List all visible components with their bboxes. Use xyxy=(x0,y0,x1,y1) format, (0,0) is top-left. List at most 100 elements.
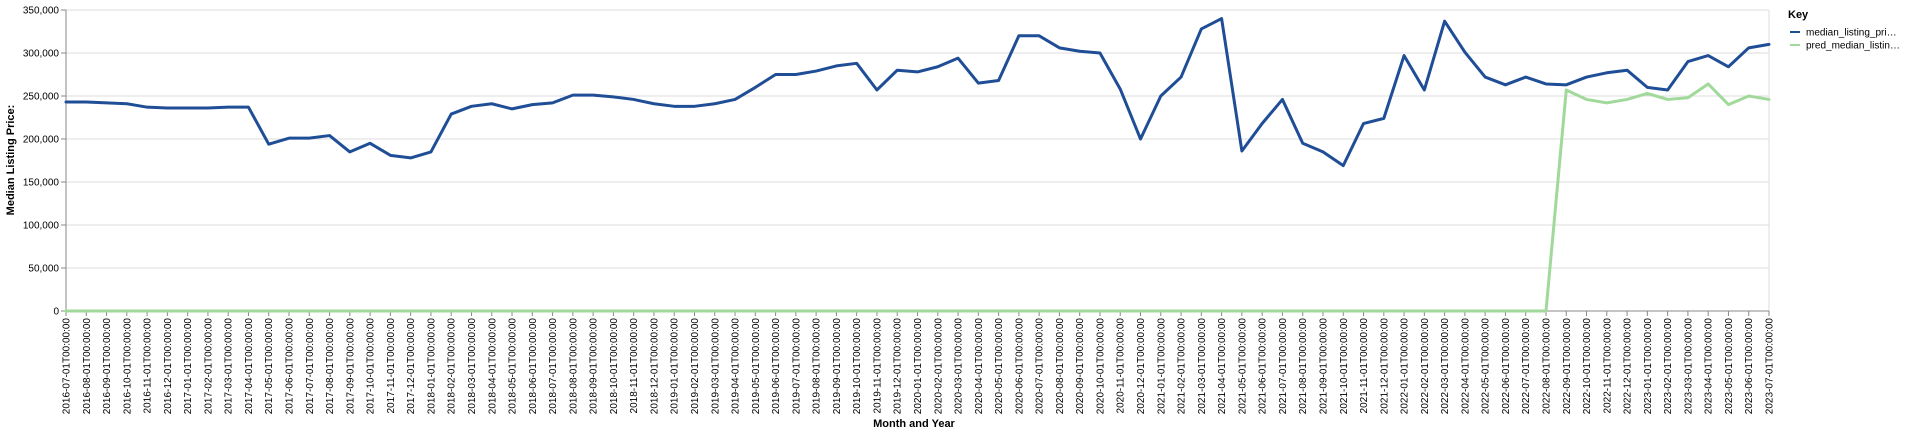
x-tick-label: 2017-04-01T00:00:00 xyxy=(244,318,255,415)
x-tick-label: 2020-03-01T00:00:00 xyxy=(954,318,965,415)
x-tick-label: 2017-01-01T00:00:00 xyxy=(183,318,194,415)
x-tick-label: 2019-03-01T00:00:00 xyxy=(710,318,721,415)
x-tick-label: 2022-04-01T00:00:00 xyxy=(1460,318,1471,415)
x-tick-label: 2018-09-01T00:00:00 xyxy=(589,318,600,415)
x-tick-label: 2022-03-01T00:00:00 xyxy=(1440,318,1451,415)
series-lines xyxy=(64,17,1771,313)
x-tick-label: 2017-11-01T00:00:00 xyxy=(386,318,397,414)
x-tick-label: 2016-08-01T00:00:00 xyxy=(82,318,93,415)
x-tick-label: 2018-04-01T00:00:00 xyxy=(487,318,498,415)
grid-lines xyxy=(66,9,1770,312)
x-tick-label: 2018-05-01T00:00:00 xyxy=(508,318,519,415)
y-tick-label: 150,000 xyxy=(23,178,60,189)
y-axis: 0 50,000 100,000 150,000 200,000 250,000 300,0… xyxy=(23,6,67,318)
legend: Key median_listing_pri… pred_median_listi… xyxy=(1788,9,1900,52)
y-axis-title: Median Listing Price: xyxy=(5,105,17,216)
x-tick-label: 2023-03-01T00:00:00 xyxy=(1683,318,1694,415)
x-tick-label: 2023-01-01T00:00:00 xyxy=(1643,318,1654,415)
x-tick-label: 2023-05-01T00:00:00 xyxy=(1724,318,1735,415)
x-axis: 2016-07-01T00:00:00 2016-08-01T00:00:00 20… xyxy=(62,310,1776,415)
x-tick-label: 2016-10-01T00:00:00 xyxy=(122,318,133,415)
x-tick-label: 2019-12-01T00:00:00 xyxy=(893,318,904,415)
x-tick-label: 2023-04-01T00:00:00 xyxy=(1704,318,1715,415)
x-tick-label: 2019-06-01T00:00:00 xyxy=(771,318,782,415)
x-tick-label: 2017-08-01T00:00:00 xyxy=(325,318,336,415)
x-tick-label: 2017-02-01T00:00:00 xyxy=(203,318,214,415)
y-tick-label: 350,000 xyxy=(23,6,60,17)
legend-title: Key xyxy=(1788,9,1809,21)
x-tick-label: 2017-05-01T00:00:00 xyxy=(264,318,275,415)
x-tick-label: 2021-10-01T00:00:00 xyxy=(1339,318,1350,415)
x-tick-label: 2022-02-01T00:00:00 xyxy=(1420,318,1431,415)
x-tick-label: 2021-08-01T00:00:00 xyxy=(1298,318,1309,415)
series-line-1 xyxy=(64,17,1771,168)
x-tick-label: 2019-05-01T00:00:00 xyxy=(751,318,762,415)
x-tick-label: 2021-04-01T00:00:00 xyxy=(1217,318,1228,415)
x-tick-label: 2018-06-01T00:00:00 xyxy=(528,318,539,415)
x-tick-label: 2020-10-01T00:00:00 xyxy=(1095,318,1106,415)
x-tick-label: 2020-11-01T00:00:00 xyxy=(1116,318,1127,414)
legend-label: pred_median_listin… xyxy=(1806,41,1900,52)
x-tick-label: 2017-10-01T00:00:00 xyxy=(366,318,377,415)
x-tick-label: 2019-01-01T00:00:00 xyxy=(670,318,681,415)
x-tick-label: 2020-12-01T00:00:00 xyxy=(1136,318,1147,415)
x-tick-label: 2020-01-01T00:00:00 xyxy=(913,318,924,415)
x-tick-label: 2021-09-01T00:00:00 xyxy=(1318,318,1329,415)
series-line-2 xyxy=(64,82,1771,313)
x-tick-label: 2020-05-01T00:00:00 xyxy=(994,318,1005,415)
x-tick-label: 2020-08-01T00:00:00 xyxy=(1055,318,1066,415)
x-tick-label: 2019-10-01T00:00:00 xyxy=(852,318,863,415)
x-tick-label: 2022-07-01T00:00:00 xyxy=(1521,318,1532,415)
x-tick-label: 2021-06-01T00:00:00 xyxy=(1258,318,1269,415)
x-tick-label: 2022-06-01T00:00:00 xyxy=(1501,318,1512,415)
y-tick-label: 300,000 xyxy=(23,49,60,60)
x-tick-label: 2018-01-01T00:00:00 xyxy=(426,318,437,415)
x-tick-label: 2021-05-01T00:00:00 xyxy=(1237,318,1248,415)
x-tick-label: 2017-06-01T00:00:00 xyxy=(285,318,296,415)
y-tick-label: 250,000 xyxy=(23,92,60,103)
x-tick-label: 2018-10-01T00:00:00 xyxy=(609,318,620,415)
x-tick-label: 2019-04-01T00:00:00 xyxy=(731,318,742,415)
x-tick-label: 2020-09-01T00:00:00 xyxy=(1075,318,1086,415)
y-tick-label: 0 xyxy=(53,307,59,318)
x-tick-label: 2018-12-01T00:00:00 xyxy=(649,318,660,415)
x-tick-label: 2016-07-01T00:00:00 xyxy=(62,318,73,415)
x-tick-label: 2023-07-01T00:00:00 xyxy=(1765,318,1776,415)
x-tick-label: 2022-11-01T00:00:00 xyxy=(1602,318,1613,414)
x-tick-label: 2022-10-01T00:00:00 xyxy=(1582,318,1593,415)
x-tick-label: 2018-03-01T00:00:00 xyxy=(467,318,478,415)
x-tick-label: 2021-12-01T00:00:00 xyxy=(1379,318,1390,415)
x-tick-label: 2020-07-01T00:00:00 xyxy=(1035,318,1046,415)
x-tick-label: 2018-07-01T00:00:00 xyxy=(548,318,559,415)
x-axis-title: Month and Year xyxy=(873,418,955,430)
y-tick-label: 100,000 xyxy=(23,221,60,232)
x-tick-label: 2023-06-01T00:00:00 xyxy=(1744,318,1755,415)
x-tick-label: 2021-01-01T00:00:00 xyxy=(1156,318,1167,415)
x-tick-label: 2019-07-01T00:00:00 xyxy=(791,318,802,415)
x-tick-label: 2022-12-01T00:00:00 xyxy=(1623,318,1634,415)
x-tick-label: 2022-05-01T00:00:00 xyxy=(1481,318,1492,415)
x-tick-label: 2020-04-01T00:00:00 xyxy=(974,318,985,415)
x-tick-label: 2016-12-01T00:00:00 xyxy=(163,318,174,415)
x-tick-label: 2022-09-01T00:00:00 xyxy=(1562,318,1573,415)
x-tick-label: 2019-08-01T00:00:00 xyxy=(812,318,823,415)
x-tick-label: 2022-01-01T00:00:00 xyxy=(1400,318,1411,415)
x-tick-label: 2016-11-01T00:00:00 xyxy=(143,318,154,414)
x-tick-label: 2019-11-01T00:00:00 xyxy=(872,318,883,414)
x-tick-label: 2017-12-01T00:00:00 xyxy=(406,318,417,415)
x-tick-label: 2022-08-01T00:00:00 xyxy=(1541,318,1552,415)
x-tick-label: 2019-09-01T00:00:00 xyxy=(832,318,843,415)
x-tick-label: 2018-02-01T00:00:00 xyxy=(447,318,458,415)
x-tick-label: 2021-03-01T00:00:00 xyxy=(1197,318,1208,415)
x-tick-label: 2017-07-01T00:00:00 xyxy=(305,318,316,415)
x-tick-label: 2021-02-01T00:00:00 xyxy=(1177,318,1188,415)
x-tick-label: 2023-02-01T00:00:00 xyxy=(1663,318,1674,415)
x-tick-label: 2020-06-01T00:00:00 xyxy=(1014,318,1025,415)
x-tick-label: 2017-03-01T00:00:00 xyxy=(224,318,235,415)
x-tick-label: 2018-08-01T00:00:00 xyxy=(568,318,579,415)
x-tick-label: 2017-09-01T00:00:00 xyxy=(345,318,356,415)
legend-label: median_listing_pri… xyxy=(1806,28,1897,39)
y-tick-label: 200,000 xyxy=(23,135,60,146)
x-tick-label: 2021-07-01T00:00:00 xyxy=(1278,318,1289,415)
